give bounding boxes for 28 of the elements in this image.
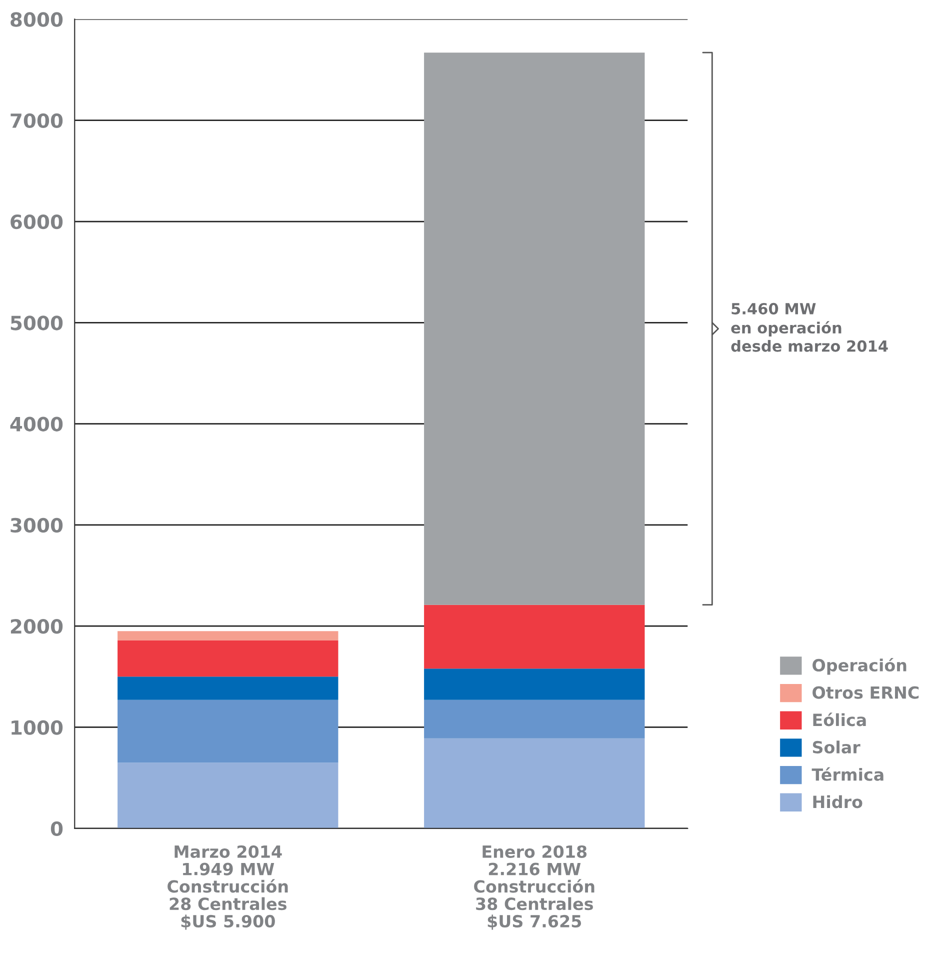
- legend-label: Eólica: [813, 712, 866, 726]
- x-tick-label: Enero 2018 2.216 MW Construcción 38 Centrales $US 7.625: [474, 845, 594, 930]
- legend-label: Hidro: [813, 795, 862, 808]
- x-tick-label: Marzo 2014 1.949 MW Construcción 28 Centrales $US 5.900: [168, 845, 288, 930]
- y-tick-label: 5000: [10, 316, 63, 330]
- y-tick-label: 4000: [10, 416, 63, 432]
- bar: [118, 631, 338, 640]
- y-tick-label: 8000: [10, 12, 63, 27]
- bar: [118, 762, 338, 828]
- text: 5.460 MW en operación desde marzo 2014: [731, 302, 888, 352]
- legend-label: Solar: [812, 740, 860, 754]
- bar: [118, 700, 338, 763]
- bar: [424, 604, 645, 669]
- y-tick-label: 1000: [12, 720, 63, 735]
- y-tick-label: 3000: [10, 518, 63, 533]
- bar: [424, 738, 645, 828]
- bar: [424, 668, 645, 700]
- y-tick-label: 7000: [10, 113, 63, 128]
- bar: [118, 640, 338, 677]
- legend-label: Operación: [812, 658, 906, 675]
- y-tick-label: 0: [50, 821, 63, 836]
- bar: [118, 676, 338, 700]
- legend-label: Otros ERNC: [812, 686, 919, 699]
- bar: [424, 700, 645, 738]
- legend-label: Térmica: [812, 767, 884, 781]
- y-tick-label: 6000: [10, 214, 63, 230]
- bar: [424, 52, 645, 605]
- y-tick-label: 2000: [10, 619, 63, 634]
